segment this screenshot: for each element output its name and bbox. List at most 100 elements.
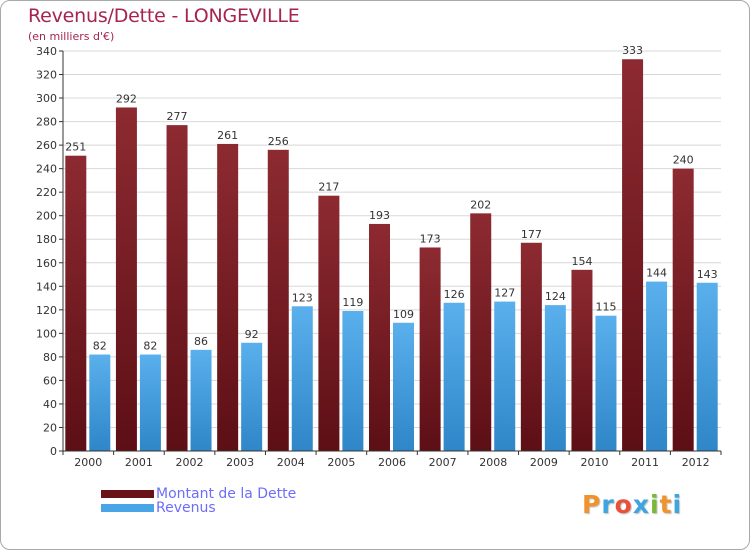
data-label-revenus: 86 <box>194 335 208 348</box>
data-label-dette: 217 <box>318 181 339 194</box>
data-label-dette: 173 <box>420 232 441 245</box>
bar-revenus <box>646 281 668 451</box>
x-tick-label: 2008 <box>479 456 507 469</box>
logo-letter: i <box>650 490 660 519</box>
data-label-revenus: 127 <box>494 287 515 300</box>
chart-title: Revenus/Dette - LONGEVILLE <box>28 5 300 27</box>
data-labels: 251 82 292 82 277 86 261 92 256 123 217 119 193 109 17… <box>65 44 717 352</box>
x-tick-label: 2009 <box>530 456 558 469</box>
x-tick-label: 2003 <box>226 456 254 469</box>
x-tick-label: 2004 <box>277 456 305 469</box>
data-label-revenus: 109 <box>393 308 414 321</box>
data-label-revenus: 119 <box>342 296 363 309</box>
logo-letter: o <box>614 490 633 519</box>
bar-dette <box>672 168 694 451</box>
data-label-revenus: 143 <box>697 268 718 281</box>
data-label-dette: 251 <box>65 141 86 154</box>
data-label-revenus: 82 <box>93 340 107 353</box>
y-tick-label: 40 <box>43 398 57 411</box>
y-tick-label: 220 <box>36 186 57 199</box>
x-tick-label: 2001 <box>125 456 153 469</box>
data-label-dette: 202 <box>470 198 491 211</box>
legend-swatch-dette <box>101 490 154 498</box>
legend-swatch-revenus <box>101 504 154 512</box>
bar-revenus <box>342 311 364 451</box>
y-tick-label: 20 <box>43 421 57 434</box>
bar-dette <box>470 213 492 451</box>
data-label-dette: 177 <box>521 228 542 241</box>
y-tick-label: 60 <box>43 374 57 387</box>
data-label-dette: 333 <box>622 44 643 57</box>
logo-letter: i <box>672 490 683 519</box>
x-tick-label: 2010 <box>580 456 608 469</box>
bar-revenus <box>89 354 111 451</box>
y-tick-label: 120 <box>36 304 57 317</box>
bar-revenus <box>494 301 516 451</box>
chart-subtitle: (en milliers d'€) <box>28 30 115 43</box>
y-tick-label: 240 <box>36 163 57 176</box>
y-tick-label: 160 <box>36 257 57 270</box>
bar-revenus <box>595 315 617 451</box>
x-tick-label: 2002 <box>176 456 204 469</box>
bar-revenus <box>544 305 566 451</box>
y-tick-label: 80 <box>43 351 57 364</box>
y-tick-label: 140 <box>36 280 57 293</box>
y-tick-label: 260 <box>36 139 57 152</box>
bar-revenus <box>291 306 313 451</box>
data-label-revenus: 115 <box>595 301 616 314</box>
bar-revenus <box>443 302 465 451</box>
x-tick-label: 2007 <box>429 456 457 469</box>
axes: 0 20 40 60 80 100 120 140 160 180 200 220 240 260 280 3… <box>36 45 722 469</box>
data-label-dette: 193 <box>369 209 390 222</box>
bar-revenus <box>241 342 263 451</box>
x-tick-label: 2005 <box>327 456 355 469</box>
bar-dette <box>65 155 87 452</box>
x-tick-label: 2000 <box>74 456 102 469</box>
data-label-dette: 292 <box>116 92 137 105</box>
y-tick-label: 280 <box>36 116 57 129</box>
data-label-revenus: 124 <box>545 290 566 303</box>
y-tick-label: 340 <box>36 45 57 58</box>
logo-letter: t <box>659 490 673 519</box>
x-tick-label: 2012 <box>682 456 710 469</box>
bar-dette <box>166 125 188 451</box>
bar-revenus <box>139 354 161 451</box>
bars <box>65 59 718 452</box>
y-tick-label: 180 <box>36 233 57 246</box>
data-label-revenus: 144 <box>646 267 667 280</box>
x-tick-label: 2011 <box>631 456 659 469</box>
bar-dette <box>622 59 644 452</box>
bar-dette <box>571 269 593 451</box>
y-tick-label: 200 <box>36 210 57 223</box>
y-tick-label: 100 <box>36 327 57 340</box>
logo-letter: P <box>582 490 602 519</box>
bar-dette <box>369 223 390 451</box>
bar-revenus <box>696 282 718 451</box>
bar-dette <box>318 195 340 451</box>
logo-letter: r <box>601 490 615 519</box>
data-label-dette: 154 <box>571 255 592 268</box>
bar-dette <box>115 107 137 452</box>
data-label-dette: 277 <box>167 110 188 123</box>
x-tick-label: 2006 <box>378 456 406 469</box>
y-tick-label: 300 <box>36 92 57 105</box>
data-label-dette: 256 <box>268 135 289 148</box>
bar-dette <box>520 242 542 451</box>
bar-revenus <box>393 322 414 451</box>
y-tick-label: 320 <box>36 69 57 82</box>
legend-label-revenus: Revenus <box>156 500 216 516</box>
logo-letter: x <box>632 490 650 519</box>
legend-label-dette: Montant de la Dette <box>156 486 297 502</box>
bar-dette <box>267 149 289 451</box>
bar-revenus <box>190 349 212 451</box>
data-label-revenus: 92 <box>245 328 259 341</box>
data-label-revenus: 126 <box>444 288 465 301</box>
data-label-revenus: 123 <box>292 291 313 304</box>
data-label-revenus: 82 <box>143 340 157 353</box>
proxiti-logo: Proxiti <box>582 490 682 519</box>
y-tick-label: 0 <box>50 445 57 458</box>
bar-dette <box>419 247 441 451</box>
data-label-dette: 261 <box>217 129 238 142</box>
